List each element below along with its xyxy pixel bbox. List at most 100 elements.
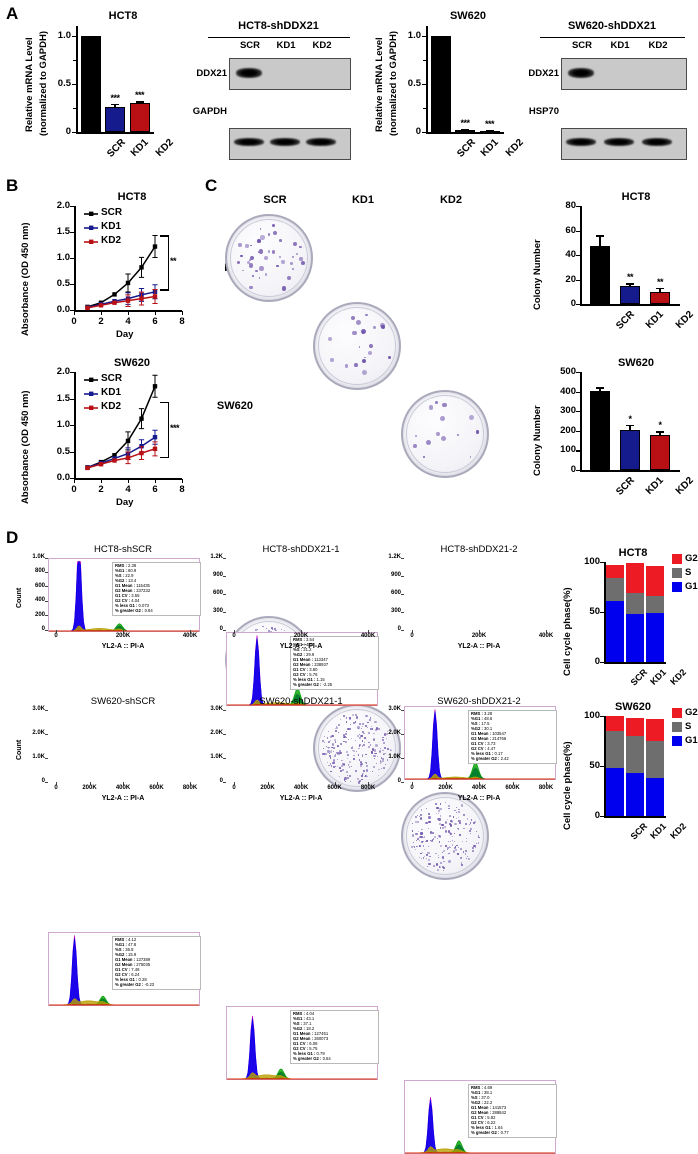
colony bbox=[263, 256, 268, 261]
y-tick-minor bbox=[73, 59, 76, 62]
y-tick bbox=[45, 557, 48, 559]
stacked-segment bbox=[626, 614, 644, 662]
flow-stat-row: G2 Mean : 214766 bbox=[471, 736, 554, 742]
colony bbox=[282, 286, 287, 291]
colony-dish bbox=[401, 390, 489, 478]
y-tick bbox=[223, 611, 226, 613]
y-tick-label: 800 bbox=[34, 568, 45, 575]
y-tick-label: 3.0K bbox=[32, 706, 45, 712]
x-tick-label: 6 bbox=[152, 484, 158, 495]
flow-stat-value: -0.23 bbox=[144, 981, 155, 987]
flow-stat-key: G2 CV : bbox=[115, 597, 132, 603]
y-tick-label: 50 bbox=[589, 606, 600, 617]
x-tick bbox=[479, 782, 480, 785]
blot-row-label: DDX21 bbox=[196, 68, 227, 79]
y-tick bbox=[223, 629, 226, 631]
y-tick-label: 900 bbox=[390, 572, 401, 578]
x-axis-label: YL2-A :: PI-A bbox=[101, 643, 145, 650]
y-tick-label: 400 bbox=[34, 597, 45, 604]
colony bbox=[463, 851, 465, 853]
flow-plot: RMS : 4.04 %G1 : 43.1 %S : 37.1 %G2 : 18.2 G… bbox=[226, 1006, 379, 1080]
flow-stat-value: 1.15 bbox=[316, 676, 325, 682]
colony bbox=[443, 860, 445, 863]
flow-title: SW620-shDDX21-1 bbox=[259, 696, 343, 707]
colony bbox=[250, 244, 252, 247]
y-tick bbox=[223, 593, 226, 595]
flow-stats-box: RMS : 3.28 %G1 : 48.6 %S : 17.5 %G2 : 30.1 G… bbox=[468, 710, 557, 764]
y-axis bbox=[74, 206, 76, 310]
x-axis-label: YL2-A :: PI-A bbox=[457, 795, 501, 802]
chart-cellcycle-sw620: 0 50 100 SW620 Cell cycle phase(%) SCR KD1 KD2 G… bbox=[560, 694, 698, 847]
x-tick-label: 800K bbox=[538, 785, 554, 791]
colony bbox=[452, 850, 456, 853]
y-tick bbox=[600, 612, 604, 614]
x-tick bbox=[101, 311, 103, 315]
y-tick-label: 1.0 bbox=[57, 29, 71, 41]
chart-qpcr-sw620: SW620 0 0.5 1.0 SCR *** KD1 *** KD2 Relative mRN… bbox=[368, 8, 538, 168]
y-tick bbox=[576, 206, 580, 208]
x-tick-label: 0 bbox=[71, 484, 77, 495]
y-tick-label: 1.0K bbox=[32, 554, 45, 560]
x-tick bbox=[234, 630, 235, 633]
colony bbox=[272, 231, 277, 236]
dish-column-header: SCR bbox=[263, 194, 287, 206]
x-tick-label: 2 bbox=[98, 484, 104, 495]
flow-stat-value: 5.76 bbox=[309, 671, 318, 677]
colony bbox=[468, 414, 474, 420]
y-axis bbox=[580, 372, 582, 470]
significance-marker: *** bbox=[460, 118, 470, 129]
x-tick-label: 0 bbox=[54, 785, 58, 791]
flow-stat-value: 22.9 bbox=[125, 572, 134, 578]
colony bbox=[260, 234, 265, 240]
colony bbox=[354, 362, 358, 367]
x-tick bbox=[190, 782, 191, 785]
y-axis-label: Cell cycle phase(%) bbox=[562, 587, 573, 676]
y-tick bbox=[600, 816, 604, 818]
colony bbox=[364, 356, 366, 359]
colony bbox=[441, 402, 447, 408]
y-tick-label: 0.0 bbox=[56, 472, 70, 483]
flow-stat-value: -2.25 bbox=[322, 681, 333, 687]
colony bbox=[259, 266, 264, 271]
flow-title: SW620-shDDX21-2 bbox=[437, 696, 521, 707]
y-tick bbox=[70, 425, 74, 427]
y-tick bbox=[70, 451, 74, 453]
x-tick-label: 0 bbox=[232, 785, 236, 791]
colony bbox=[372, 326, 376, 330]
significance-marker: * bbox=[658, 420, 662, 431]
y-tick-label: 100 bbox=[584, 556, 600, 567]
significance-marker: ** bbox=[170, 255, 177, 266]
x-tick bbox=[74, 479, 76, 483]
colony bbox=[271, 250, 276, 254]
blot-band bbox=[604, 138, 634, 146]
flow-stat-value: 0.84 bbox=[144, 607, 153, 613]
x-tick-label: KD2 bbox=[668, 821, 689, 841]
y-tick bbox=[223, 557, 226, 559]
colony bbox=[361, 358, 366, 363]
colony bbox=[446, 848, 449, 851]
y-tick bbox=[576, 230, 580, 232]
flow-title: HCT8-shDDX21-2 bbox=[440, 544, 518, 555]
colony bbox=[436, 869, 439, 872]
colony bbox=[448, 852, 450, 855]
y-tick bbox=[45, 733, 48, 735]
error-bar bbox=[599, 235, 601, 247]
x-tick-label: 200K bbox=[471, 633, 487, 639]
x-axis bbox=[426, 132, 504, 134]
x-tick bbox=[368, 782, 369, 785]
x-tick-label: KD2 bbox=[503, 137, 526, 159]
x-tick-label: 400K bbox=[115, 785, 131, 791]
colony bbox=[368, 344, 373, 348]
colony bbox=[292, 256, 294, 258]
error-cap bbox=[485, 129, 494, 132]
y-tick-label: 0 bbox=[219, 626, 223, 632]
colony bbox=[279, 239, 282, 243]
error-bar bbox=[629, 424, 631, 430]
y-tick bbox=[401, 629, 404, 631]
stacked-segment bbox=[646, 740, 664, 778]
y-tick bbox=[422, 35, 426, 37]
flow-stat-row: % greater G2 : 0.84 bbox=[115, 607, 198, 614]
y-tick-minor bbox=[73, 107, 76, 110]
x-tick-label: 400K bbox=[182, 633, 198, 639]
stacked-segment bbox=[626, 592, 644, 614]
